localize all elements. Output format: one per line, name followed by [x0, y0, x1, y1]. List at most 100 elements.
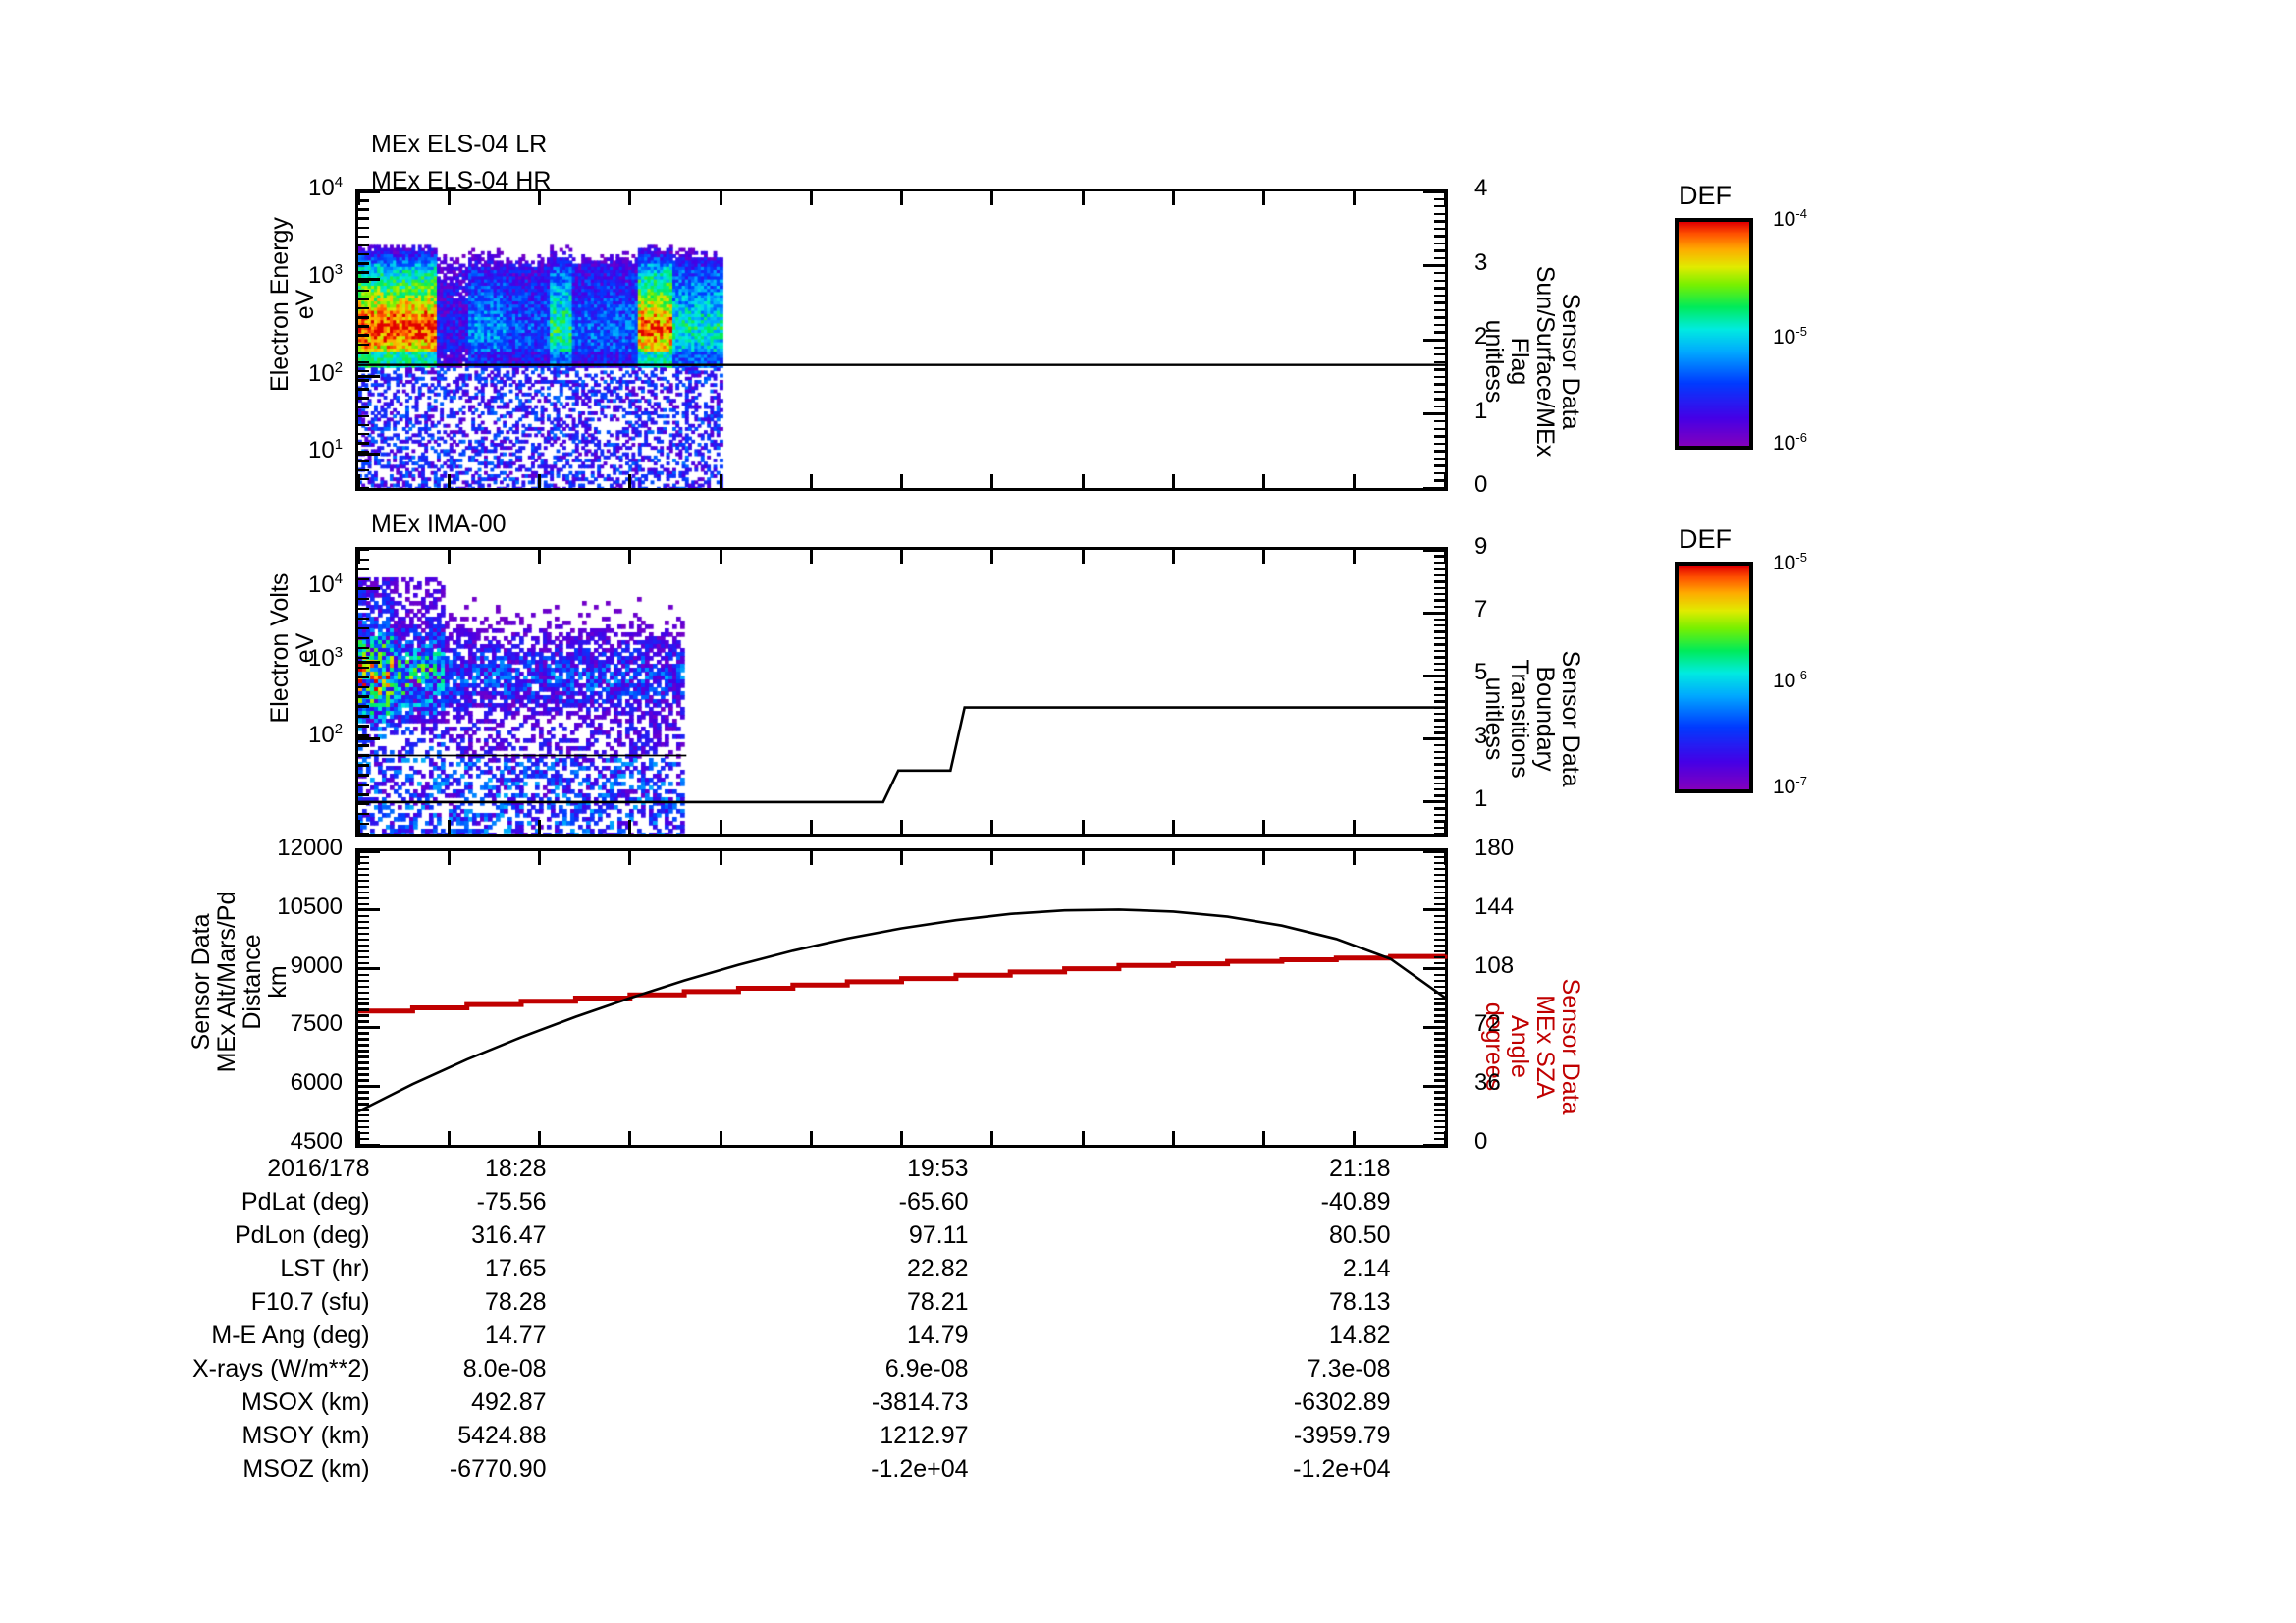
axis-tick — [358, 1020, 369, 1023]
axis-tick — [990, 1131, 994, 1145]
y-tick-label: 103 — [308, 645, 343, 673]
meta-row-value: 78.13 — [1329, 1288, 1391, 1316]
meta-row-value: 78.28 — [485, 1288, 547, 1316]
axis-tick — [990, 851, 994, 865]
axis-tick — [628, 851, 632, 865]
axis-tick — [358, 991, 369, 994]
axis-tick — [358, 626, 369, 630]
axis-tick — [1434, 820, 1445, 823]
axis-tick — [1262, 820, 1265, 834]
axis-tick — [1434, 549, 1445, 552]
y-tick-label: 72 — [1474, 1010, 1501, 1038]
axis-tick — [1443, 474, 1447, 488]
axis-tick — [358, 1067, 369, 1070]
axis-tick — [358, 666, 369, 669]
axis-tick — [809, 191, 813, 205]
axis-tick — [1434, 1073, 1445, 1076]
axis-tick — [1434, 756, 1445, 760]
axis-tick — [1434, 750, 1445, 753]
axis-tick — [1434, 1044, 1445, 1047]
axis-tick — [358, 452, 380, 456]
axis-tick — [990, 191, 994, 205]
axis-tick — [358, 375, 380, 379]
meta-row-value: 8.0e-08 — [462, 1355, 547, 1382]
axis-tick — [1262, 851, 1265, 865]
axis-tick — [1434, 861, 1445, 865]
axis-tick — [1353, 474, 1357, 488]
meta-row-value: 2.14 — [1342, 1255, 1391, 1282]
y-tick-label: 102 — [308, 722, 343, 749]
axis-tick — [1081, 550, 1085, 564]
axis-tick — [358, 379, 369, 382]
axis-tick — [1434, 737, 1445, 741]
meta-row-value: 14.77 — [485, 1322, 547, 1349]
axis-tick — [1434, 908, 1445, 912]
axis-tick — [809, 820, 813, 834]
meta-row-label: MSOZ (km) — [242, 1455, 370, 1483]
axis-tick — [358, 190, 369, 193]
meta-row-value: 80.50 — [1329, 1221, 1391, 1249]
axis-tick — [1443, 820, 1447, 834]
axis-tick — [1434, 850, 1445, 853]
y-tick-label: 3 — [1474, 248, 1488, 276]
axis-tick — [1434, 308, 1445, 312]
axis-tick — [900, 851, 903, 865]
axis-tick — [358, 271, 369, 274]
axis-tick — [809, 851, 813, 865]
axis-tick — [358, 617, 369, 621]
axis-tick — [1434, 612, 1445, 615]
axis-tick — [358, 646, 369, 650]
axis-tick — [719, 851, 722, 865]
axis-tick — [358, 217, 369, 220]
axis-tick — [358, 1132, 369, 1135]
axis-tick — [358, 961, 369, 964]
axis-tick — [358, 370, 369, 373]
axis-tick — [1434, 346, 1445, 349]
axis-tick — [1434, 725, 1445, 729]
axis-tick — [809, 1131, 813, 1145]
axis-tick — [1081, 474, 1085, 488]
panel-alt-left-axis-label: Sensor Data MEx Alt/Mars/Pd Distance km — [187, 891, 292, 1073]
y-tick-label: 108 — [1474, 951, 1515, 979]
meta-row-value: -3814.73 — [871, 1388, 969, 1416]
axis-tick — [1434, 826, 1445, 829]
axis-tick — [1434, 580, 1445, 583]
axis-tick — [447, 1131, 451, 1145]
axis-tick — [358, 734, 369, 737]
table-row: MSOZ (km) -6770.90 -1.2e+04 -1.2e+04 — [192, 1455, 1390, 1488]
axis-tick — [358, 949, 369, 953]
axis-tick — [1434, 800, 1445, 804]
axis-tick — [1081, 820, 1085, 834]
axis-tick — [358, 973, 369, 976]
axis-tick — [358, 833, 369, 836]
y-tick-label: 104 — [308, 175, 343, 201]
axis-tick — [358, 725, 369, 728]
axis-tick — [1434, 235, 1445, 238]
axis-tick — [1434, 190, 1445, 193]
axis-tick — [358, 997, 369, 1000]
axis-tick — [990, 820, 994, 834]
y-tick-label: 10500 — [277, 893, 343, 920]
meta-table: 2016/178 18:28 19:53 21:18 PdLat (deg) -75.56… — [192, 1155, 1391, 1488]
y-tick-label: 104 — [308, 571, 343, 598]
axis-tick — [1434, 1038, 1445, 1041]
axis-tick — [1434, 405, 1445, 408]
axis-tick — [1434, 973, 1445, 976]
axis-tick — [1434, 991, 1445, 994]
meta-row-value: 17.65 — [485, 1255, 547, 1282]
axis-tick — [1434, 390, 1445, 394]
y-tick-label: 36 — [1474, 1069, 1501, 1097]
axis-tick — [1443, 851, 1447, 865]
colorbar-els-gradient — [1675, 218, 1753, 450]
colorbar-els-mid-label: 10-5 — [1773, 324, 1807, 349]
axis-tick — [1434, 599, 1445, 602]
axis-tick — [628, 191, 632, 205]
axis-tick — [1262, 1131, 1265, 1145]
axis-tick — [1434, 833, 1445, 836]
axis-tick — [1434, 879, 1445, 883]
axis-tick — [358, 243, 369, 247]
y-tick-label: 9 — [1474, 533, 1488, 560]
axis-tick — [358, 388, 369, 391]
axis-tick — [1434, 249, 1445, 252]
axis-tick — [358, 985, 369, 988]
